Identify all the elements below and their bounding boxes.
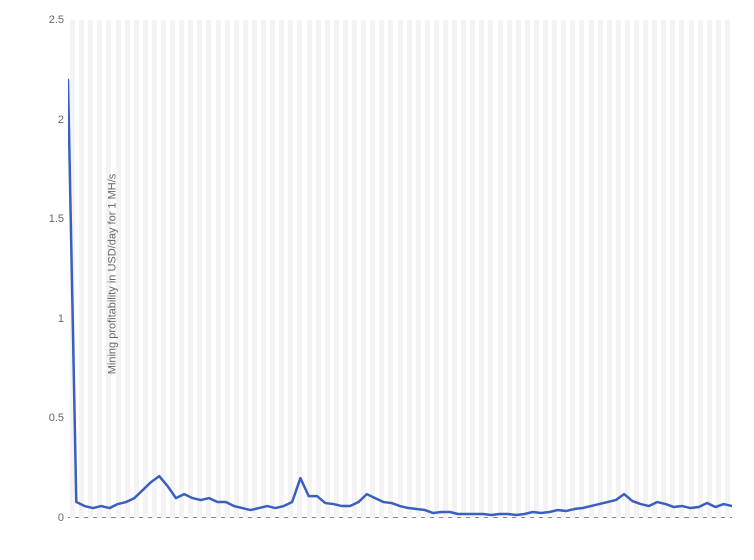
y-tick-label: 1.5 bbox=[40, 213, 64, 225]
y-tick-label: 2 bbox=[40, 114, 64, 126]
plot-area bbox=[68, 20, 732, 518]
y-tick-label: 2.5 bbox=[40, 14, 64, 26]
line-chart-svg bbox=[68, 20, 732, 518]
y-tick-label: 0.5 bbox=[40, 412, 64, 424]
y-tick-label: 0 bbox=[40, 512, 64, 524]
y-tick-label: 1 bbox=[40, 313, 64, 325]
y-axis-label: Mining profitability in USD/day for 1 MH… bbox=[106, 174, 118, 375]
chart-line bbox=[68, 80, 732, 515]
chart-container: 00.511.522.5 Mining profitability in USD… bbox=[68, 20, 732, 528]
